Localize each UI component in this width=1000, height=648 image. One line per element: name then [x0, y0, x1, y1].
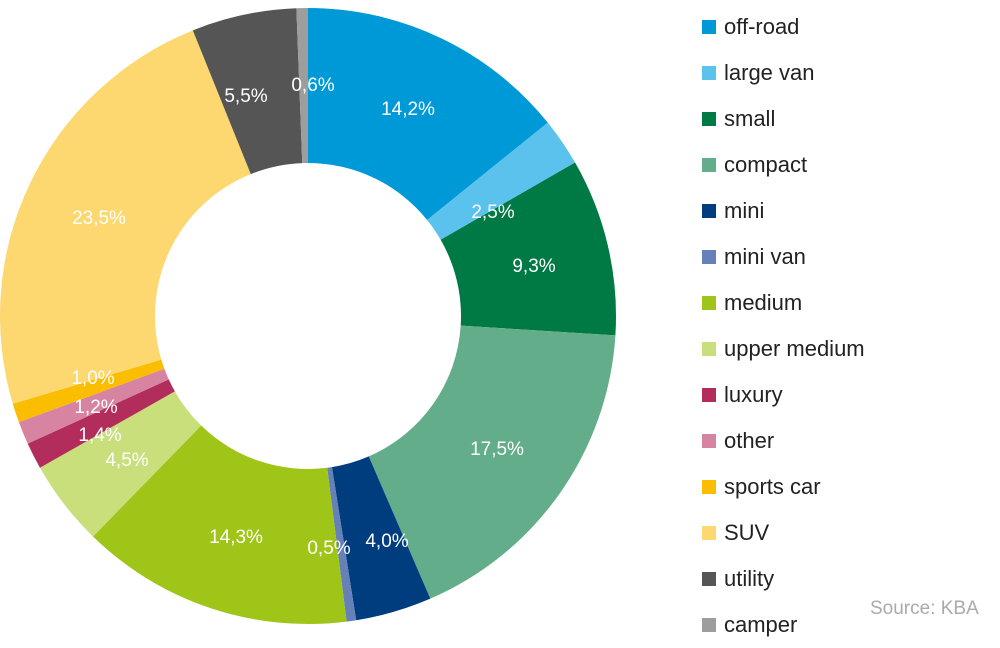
slice-mini-van — [327, 467, 357, 622]
legend-swatch — [702, 434, 716, 448]
legend-item: off-road — [702, 4, 865, 50]
legend-swatch — [702, 296, 716, 310]
legend-swatch — [702, 204, 716, 218]
legend-swatch — [702, 158, 716, 172]
legend-item: utility — [702, 556, 865, 602]
legend-label: luxury — [724, 382, 783, 407]
legend-label: large van — [724, 60, 815, 85]
source-note: Source: KBA — [870, 598, 979, 619]
legend-swatch — [702, 66, 716, 80]
legend-item: large van — [702, 50, 865, 96]
slice-small — [440, 162, 616, 336]
legend-item: other — [702, 418, 865, 464]
legend-label: sports car — [724, 474, 821, 499]
legend-swatch — [702, 526, 716, 540]
legend-item: mini — [702, 188, 865, 234]
data-label-suv: 23,5% — [72, 208, 126, 229]
legend-swatch — [702, 112, 716, 126]
donut-chart: 14,2% 2,5% 9,3% 17,5% 4,0% 0,5% 14,3% 4,5% 1,4% 1… — [0, 8, 616, 625]
slice-medium — [92, 425, 347, 625]
data-label-luxury: 1,4% — [78, 425, 121, 446]
data-label-sports-car: 1,0% — [71, 368, 114, 389]
slice-mini — [331, 456, 431, 621]
legend-label: mini — [724, 198, 765, 223]
data-label-mini: 4,0% — [365, 531, 408, 552]
legend: off-road large van small compact mini mini va… — [702, 4, 865, 648]
data-label-small: 9,3% — [512, 256, 555, 277]
legend-label: off-road — [724, 14, 800, 39]
slice-luxury — [27, 379, 175, 468]
slice-sports-car — [12, 359, 165, 423]
legend-swatch — [702, 572, 716, 586]
legend-label: mini van — [724, 244, 806, 269]
data-label-other: 1,2% — [74, 397, 117, 418]
legend-label: camper — [724, 612, 798, 637]
slice-suv — [0, 30, 251, 404]
data-label-mini-van: 0,5% — [307, 538, 350, 559]
legend-item: compact — [702, 142, 865, 188]
legend-item: mini van — [702, 234, 865, 280]
data-label-large-van: 2,5% — [471, 202, 514, 223]
data-label-upper-medium: 4,5% — [105, 450, 148, 471]
legend-swatch — [702, 480, 716, 494]
legend-label: SUV — [724, 520, 770, 545]
slice-off-road — [308, 8, 548, 220]
legend-label: upper medium — [724, 336, 865, 361]
legend-item: luxury — [702, 372, 865, 418]
legend-label: medium — [724, 290, 803, 315]
slice-utility — [192, 8, 303, 175]
slice-large-van — [427, 122, 576, 240]
legend-item: medium — [702, 280, 865, 326]
slice-camper — [296, 8, 308, 164]
legend-label: other — [724, 428, 775, 453]
legend-item: camper — [702, 602, 865, 648]
legend-item: small — [702, 96, 865, 142]
legend-swatch — [702, 618, 716, 632]
data-label-off-road: 14,2% — [381, 99, 435, 120]
slice-other — [18, 368, 169, 444]
legend-label: small — [724, 106, 776, 131]
slice-compact — [368, 325, 616, 599]
slice-upper-medium — [39, 391, 202, 537]
data-label-camper: 0,6% — [291, 75, 334, 96]
legend-label: compact — [724, 152, 808, 177]
legend-swatch — [702, 388, 716, 402]
legend-item: SUV — [702, 510, 865, 556]
legend-item: upper medium — [702, 326, 865, 372]
data-label-compact: 17,5% — [470, 439, 524, 460]
legend-swatch — [702, 250, 716, 264]
data-label-utility: 5,5% — [224, 86, 267, 107]
legend-item: sports car — [702, 464, 865, 510]
legend-label: utility — [724, 566, 775, 591]
legend-swatch — [702, 342, 716, 356]
legend-swatch — [702, 20, 716, 34]
data-label-medium: 14,3% — [209, 527, 263, 548]
